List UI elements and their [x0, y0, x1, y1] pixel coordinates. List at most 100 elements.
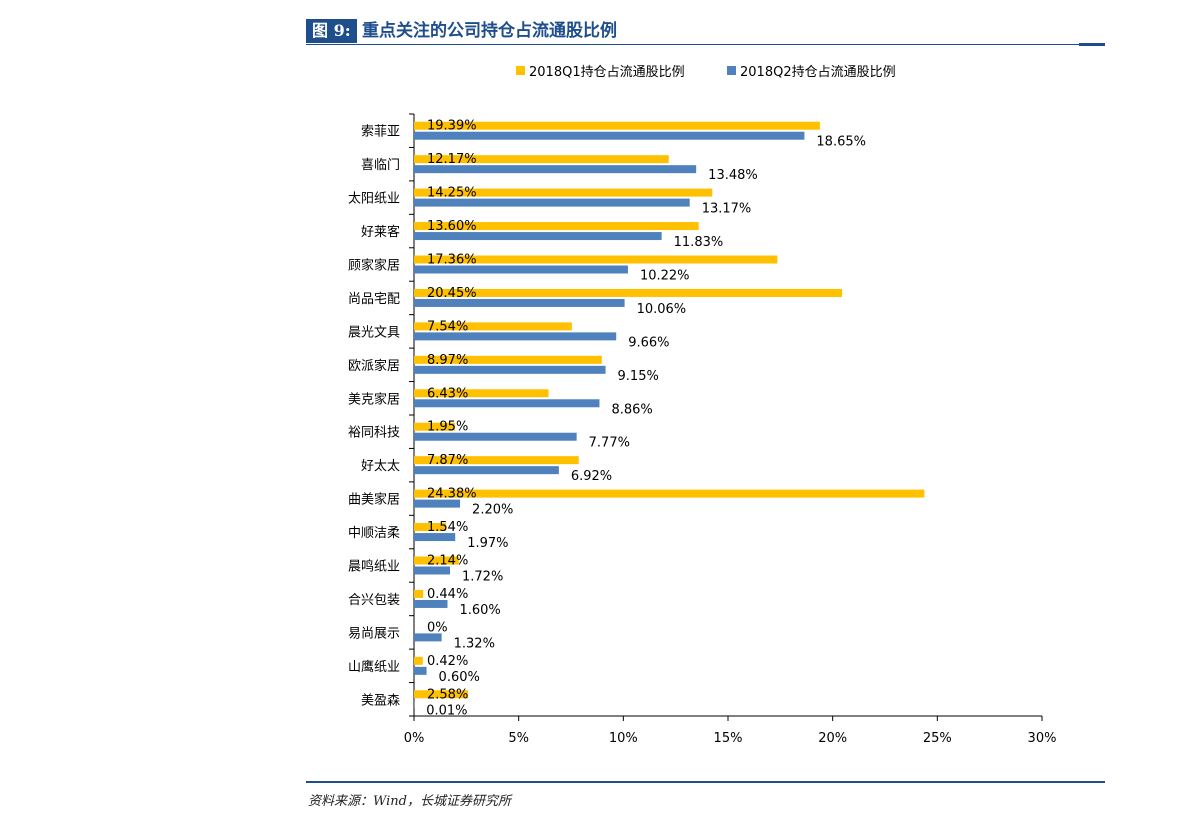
category-label: 好莱客 — [361, 224, 400, 240]
x-tick-label: 10% — [609, 731, 638, 746]
data-label-q1: 14.25% — [427, 186, 477, 201]
bar-q2 — [414, 332, 617, 341]
data-label-q2: 6.92% — [571, 469, 612, 484]
data-label-q1: 7.87% — [427, 453, 468, 468]
bar-q1 — [414, 222, 699, 231]
header-rule-accent — [1079, 43, 1105, 46]
bar-q1 — [414, 656, 423, 665]
category-label: 合兴包装 — [348, 593, 400, 608]
data-label-q2: 13.48% — [708, 168, 758, 183]
bar-q1 — [414, 456, 579, 465]
x-tick-label: 15% — [714, 731, 743, 746]
bar-q1 — [414, 322, 572, 331]
bar-q2 — [414, 165, 697, 174]
bar-q2 — [414, 131, 805, 140]
data-label-q2: 10.06% — [637, 302, 687, 317]
data-label-q1: 6.43% — [427, 386, 468, 401]
bar-q1 — [414, 422, 455, 431]
data-label-q1: 7.54% — [427, 319, 468, 334]
data-label-q2: 1.72% — [462, 570, 503, 585]
category-label: 尚品宅配 — [348, 292, 400, 307]
bar-q2 — [414, 466, 559, 475]
bar-q2 — [414, 432, 577, 441]
bar-q2 — [414, 566, 451, 575]
data-label-q2: 11.83% — [674, 235, 724, 250]
category-label: 晨鸣纸业 — [348, 559, 400, 575]
category-label: 顾家家居 — [348, 258, 400, 274]
bar-q2 — [414, 298, 625, 307]
bar-q2 — [414, 533, 456, 542]
data-label-q2: 1.97% — [467, 536, 508, 551]
category-label: 好太太 — [361, 459, 400, 474]
bar-q2 — [414, 265, 628, 274]
data-label-q2: 7.77% — [589, 436, 630, 451]
category-label: 山鹰纸业 — [348, 659, 400, 675]
bar-q1 — [414, 690, 469, 699]
bar-q1 — [414, 188, 713, 197]
footer-rule — [306, 781, 1105, 783]
data-label-q1: 13.60% — [427, 219, 477, 234]
bar-q1 — [414, 389, 549, 398]
data-label-q1: 8.97% — [427, 353, 468, 368]
data-label-q1: 24.38% — [427, 487, 477, 502]
category-label: 晨光文具 — [348, 325, 400, 340]
figure-label: 图 9: — [306, 19, 357, 43]
figure-title: 重点关注的公司持仓占流通股比例 — [362, 21, 617, 41]
bar-q1 — [414, 355, 602, 364]
source-note: 资料来源：Wind，长城证券研究所 — [308, 794, 511, 809]
bar-q1 — [414, 121, 820, 130]
x-tick-label: 5% — [508, 731, 529, 746]
data-label-q2: 1.32% — [454, 636, 495, 651]
bar-q1 — [414, 556, 459, 565]
category-label: 索菲亚 — [361, 125, 400, 140]
data-label-q1: 2.14% — [427, 554, 468, 569]
data-label-q1: 1.95% — [427, 420, 468, 435]
data-label-q2: 18.65% — [816, 135, 866, 150]
x-tick-label: 30% — [1028, 731, 1057, 746]
bar-q2 — [414, 365, 606, 374]
legend-swatch-1 — [516, 66, 525, 75]
data-label-q1: 19.39% — [427, 119, 477, 134]
x-tick-label: 0% — [404, 731, 425, 746]
category-label: 太阳纸业 — [348, 192, 400, 207]
category-label: 欧派家居 — [348, 358, 400, 374]
figure-header: 图 9: 重点关注的公司持仓占流通股比例 — [306, 18, 1105, 46]
category-label: 美盈森 — [361, 693, 400, 708]
data-label-q2: 0.01% — [426, 703, 467, 718]
category-label: 美克家居 — [348, 391, 400, 407]
data-label-q2: 2.20% — [472, 503, 513, 518]
category-label: 裕同科技 — [348, 426, 400, 441]
bar-q2 — [414, 499, 461, 508]
bar-q1 — [414, 589, 424, 598]
bar-q2 — [414, 198, 690, 207]
data-label-q2: 10.22% — [640, 269, 690, 284]
category-label: 曲美家居 — [348, 492, 400, 508]
bar-q1 — [414, 155, 669, 164]
bar-q2 — [414, 599, 448, 608]
legend-label-2: 2018Q2持仓占流通股比例 — [740, 65, 896, 80]
data-label-q1: 1.54% — [427, 520, 468, 535]
data-label-q1: 20.45% — [427, 286, 477, 301]
bar-q1 — [414, 255, 778, 264]
category-label: 中顺洁柔 — [348, 526, 400, 541]
bar-q1 — [414, 489, 925, 498]
bar-q2 — [414, 633, 442, 642]
legend-swatch-2 — [727, 66, 736, 75]
bar-q2 — [414, 232, 662, 241]
category-label: 喜临门 — [361, 158, 400, 173]
bar-q1 — [414, 288, 843, 297]
data-label-q1: 17.36% — [427, 253, 477, 268]
data-label-q2: 8.86% — [611, 402, 652, 417]
bar-q1 — [414, 523, 447, 532]
data-label-q1: 2.58% — [427, 687, 468, 702]
data-label-q1: 0% — [427, 620, 448, 635]
x-tick-label: 25% — [923, 731, 952, 746]
header-rule — [306, 44, 1105, 45]
data-label-q2: 9.15% — [618, 369, 659, 384]
bar-q2 — [414, 666, 427, 675]
data-label-q2: 13.17% — [702, 202, 752, 217]
x-tick-label: 20% — [818, 731, 847, 746]
data-label-q2: 1.60% — [459, 603, 500, 618]
category-label: 易尚展示 — [348, 626, 400, 641]
